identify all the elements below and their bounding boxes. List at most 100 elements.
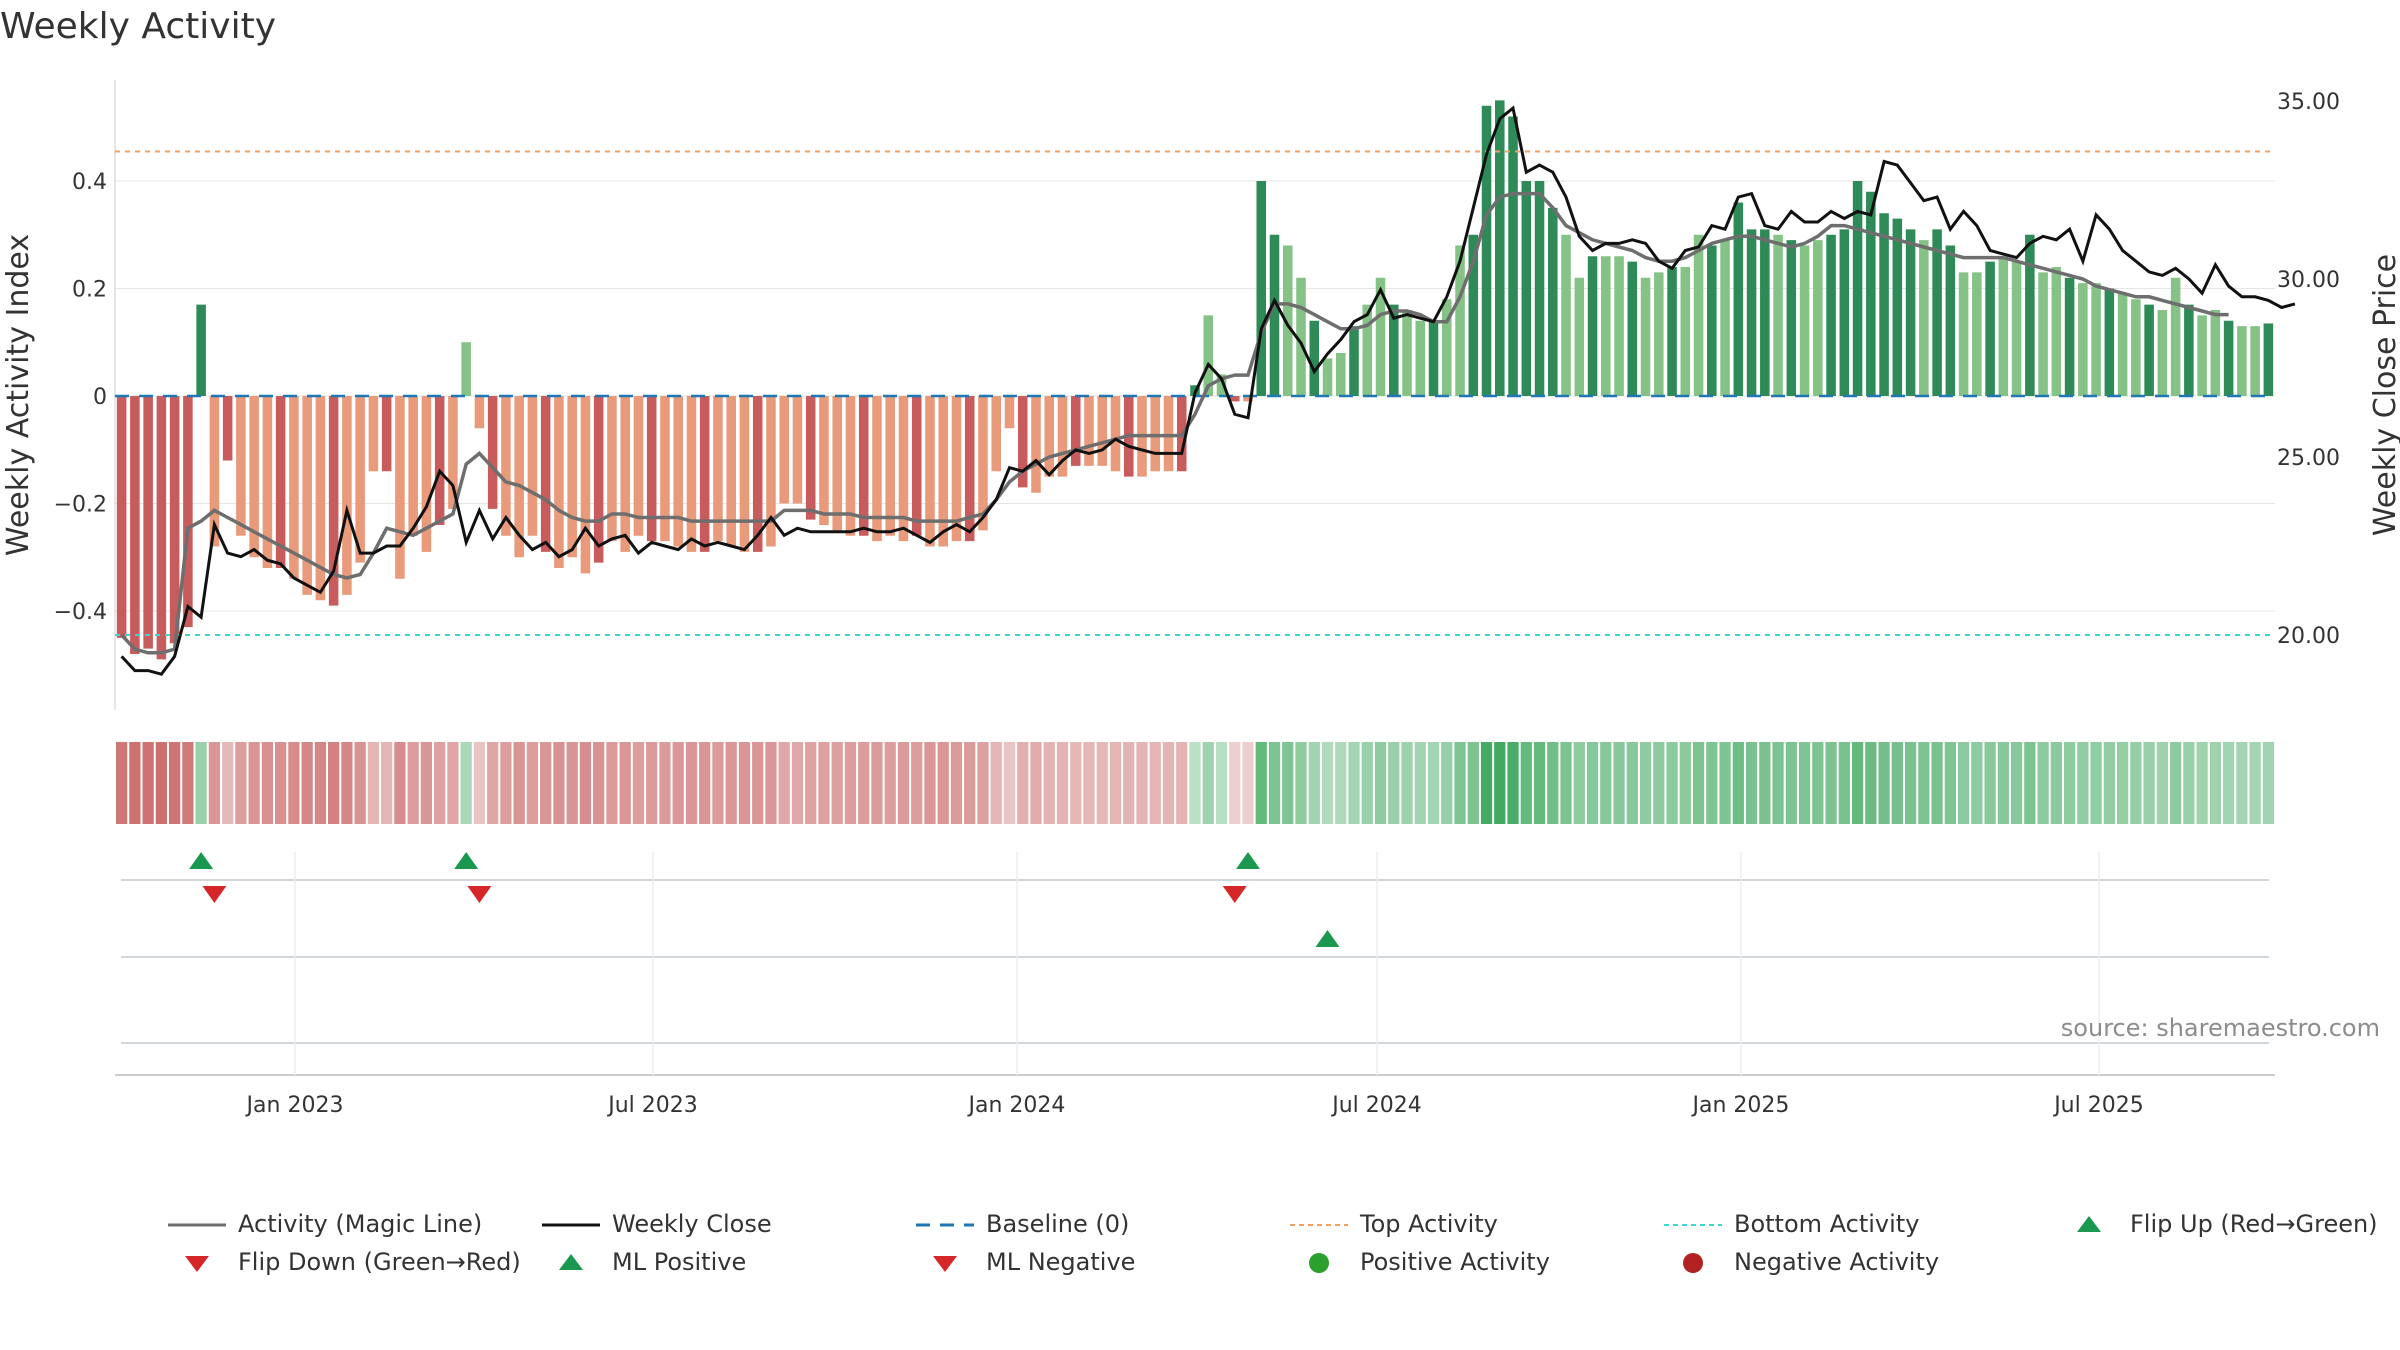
y-tick-right-1: 25.00 [2277, 446, 2340, 471]
heat-cell-62 [937, 742, 949, 824]
heat-cell-116 [1653, 742, 1665, 824]
activity-bar-122 [1733, 202, 1744, 396]
legend-glyph [916, 1223, 974, 1227]
heat-cell-6 [195, 742, 207, 824]
activity-bar-21 [395, 396, 405, 579]
heat-cell-83 [1215, 742, 1228, 824]
heat-cell-61 [924, 742, 936, 824]
legend-glyph [559, 1254, 583, 1270]
activity-bar-39 [633, 396, 644, 536]
y-tick-left-1: −0.2 [54, 493, 107, 518]
heat-cell-134 [1891, 742, 1903, 824]
activity-bar-17 [342, 396, 352, 595]
heat-cell-64 [964, 742, 976, 824]
heat-cell-145 [2037, 742, 2049, 824]
activity-bar-150 [2104, 288, 2115, 396]
activity-chart: −0.4 −0.2 0 0.2 0.4 20.00 25.00 30.00 35.00 Weekl… [1, 80, 2400, 1118]
activity-bar-48 [752, 396, 763, 552]
heat-cell-32 [540, 742, 552, 824]
y-tick-right-3: 35.00 [2277, 90, 2340, 115]
activity-bar-9 [236, 396, 246, 536]
heat-cell-157 [2196, 742, 2208, 824]
activity-bar-112 [1601, 256, 1611, 396]
activity-bar-37 [607, 396, 617, 542]
activity-bar-138 [1945, 245, 1956, 396]
activity-bar-29 [501, 396, 511, 536]
heat-cell-153 [2143, 742, 2155, 824]
heat-cell-154 [2156, 742, 2168, 824]
heat-cell-4 [169, 742, 181, 824]
heat-cell-10 [248, 742, 260, 824]
heat-cell-95 [1374, 742, 1387, 824]
heat-cell-97 [1401, 742, 1413, 824]
activity-bar-63 [951, 396, 962, 542]
heat-cell-19 [367, 742, 380, 824]
heat-cell-22 [407, 742, 419, 824]
heat-cell-88 [1282, 742, 1294, 824]
activity-bar-57 [872, 396, 882, 542]
heat-cell-68 [1017, 742, 1029, 824]
activity-bar-45 [713, 396, 723, 542]
heat-cell-114 [1626, 742, 1638, 824]
activity-bar-86 [1256, 181, 1267, 396]
y-tick-left-2: 0 [93, 385, 107, 410]
x-tick-5: Jul 2025 [2052, 1093, 2144, 1118]
activity-bar-67 [1004, 396, 1015, 429]
flip-down-marker-1 [467, 886, 492, 903]
heat-cell-110 [1573, 742, 1585, 824]
heat-cell-27 [473, 742, 486, 824]
heat-cell-23 [420, 742, 433, 824]
legend-label: Flip Up (Red→Green) [2130, 1210, 2378, 1238]
activity-bar-108 [1548, 207, 1558, 396]
heat-cell-92 [1335, 742, 1347, 824]
activity-bar-134 [1892, 218, 1903, 396]
activity-bar-136 [1919, 240, 1929, 396]
heat-cell-34 [566, 742, 578, 824]
activity-bar-26 [461, 342, 471, 396]
activity-bar-141 [1985, 261, 1995, 396]
legend-label: Flip Down (Green→Red) [238, 1248, 521, 1276]
heat-cell-60 [911, 742, 923, 824]
activity-bar-100 [1442, 299, 1452, 396]
heat-cell-36 [593, 742, 605, 824]
activity-bar-11 [262, 396, 273, 568]
activity-bar-120 [1707, 245, 1717, 396]
activity-bar-46 [726, 396, 736, 547]
heat-cell-8 [222, 742, 234, 824]
heat-cell-28 [487, 742, 499, 824]
activity-bar-42 [673, 396, 683, 547]
legend-glyph [542, 1223, 600, 1227]
activity-bar-2 [143, 396, 153, 649]
heat-cell-98 [1414, 742, 1426, 824]
heat-cell-1 [129, 742, 141, 824]
heat-cell-14 [301, 742, 313, 824]
heat-cell-136 [1918, 742, 1930, 824]
activity-bar-159 [2223, 320, 2234, 396]
heat-cell-128 [1812, 742, 1824, 824]
heat-cell-141 [1984, 742, 1996, 824]
activity-bar-55 [845, 396, 856, 536]
activity-bar-30 [514, 396, 524, 558]
activity-bar-91 [1322, 358, 1333, 396]
legend-label: ML Positive [612, 1248, 747, 1276]
x-tick-3: Jul 2024 [1330, 1093, 1422, 1118]
activity-bar-56 [858, 396, 869, 536]
activity-bar-35 [580, 396, 591, 574]
heat-cell-40 [646, 742, 658, 824]
activity-bar-145 [2038, 272, 2048, 396]
activity-bar-114 [1627, 261, 1638, 396]
legend-label: Activity (Magic Line) [238, 1210, 483, 1238]
heat-cell-112 [1600, 742, 1612, 824]
heat-cell-119 [1692, 742, 1705, 824]
activity-bar-51 [792, 396, 803, 504]
heat-cell-43 [685, 742, 698, 824]
heat-cell-133 [1878, 742, 1890, 824]
activity-bar-160 [2237, 326, 2247, 396]
activity-bar-104 [1495, 100, 1505, 396]
activity-bar-142 [1998, 256, 2009, 396]
heat-cell-15 [314, 742, 327, 824]
heat-cell-29 [500, 742, 512, 824]
heat-cell-49 [765, 742, 777, 824]
heat-cell-31 [526, 742, 539, 824]
legend-label: Positive Activity [1360, 1248, 1550, 1276]
